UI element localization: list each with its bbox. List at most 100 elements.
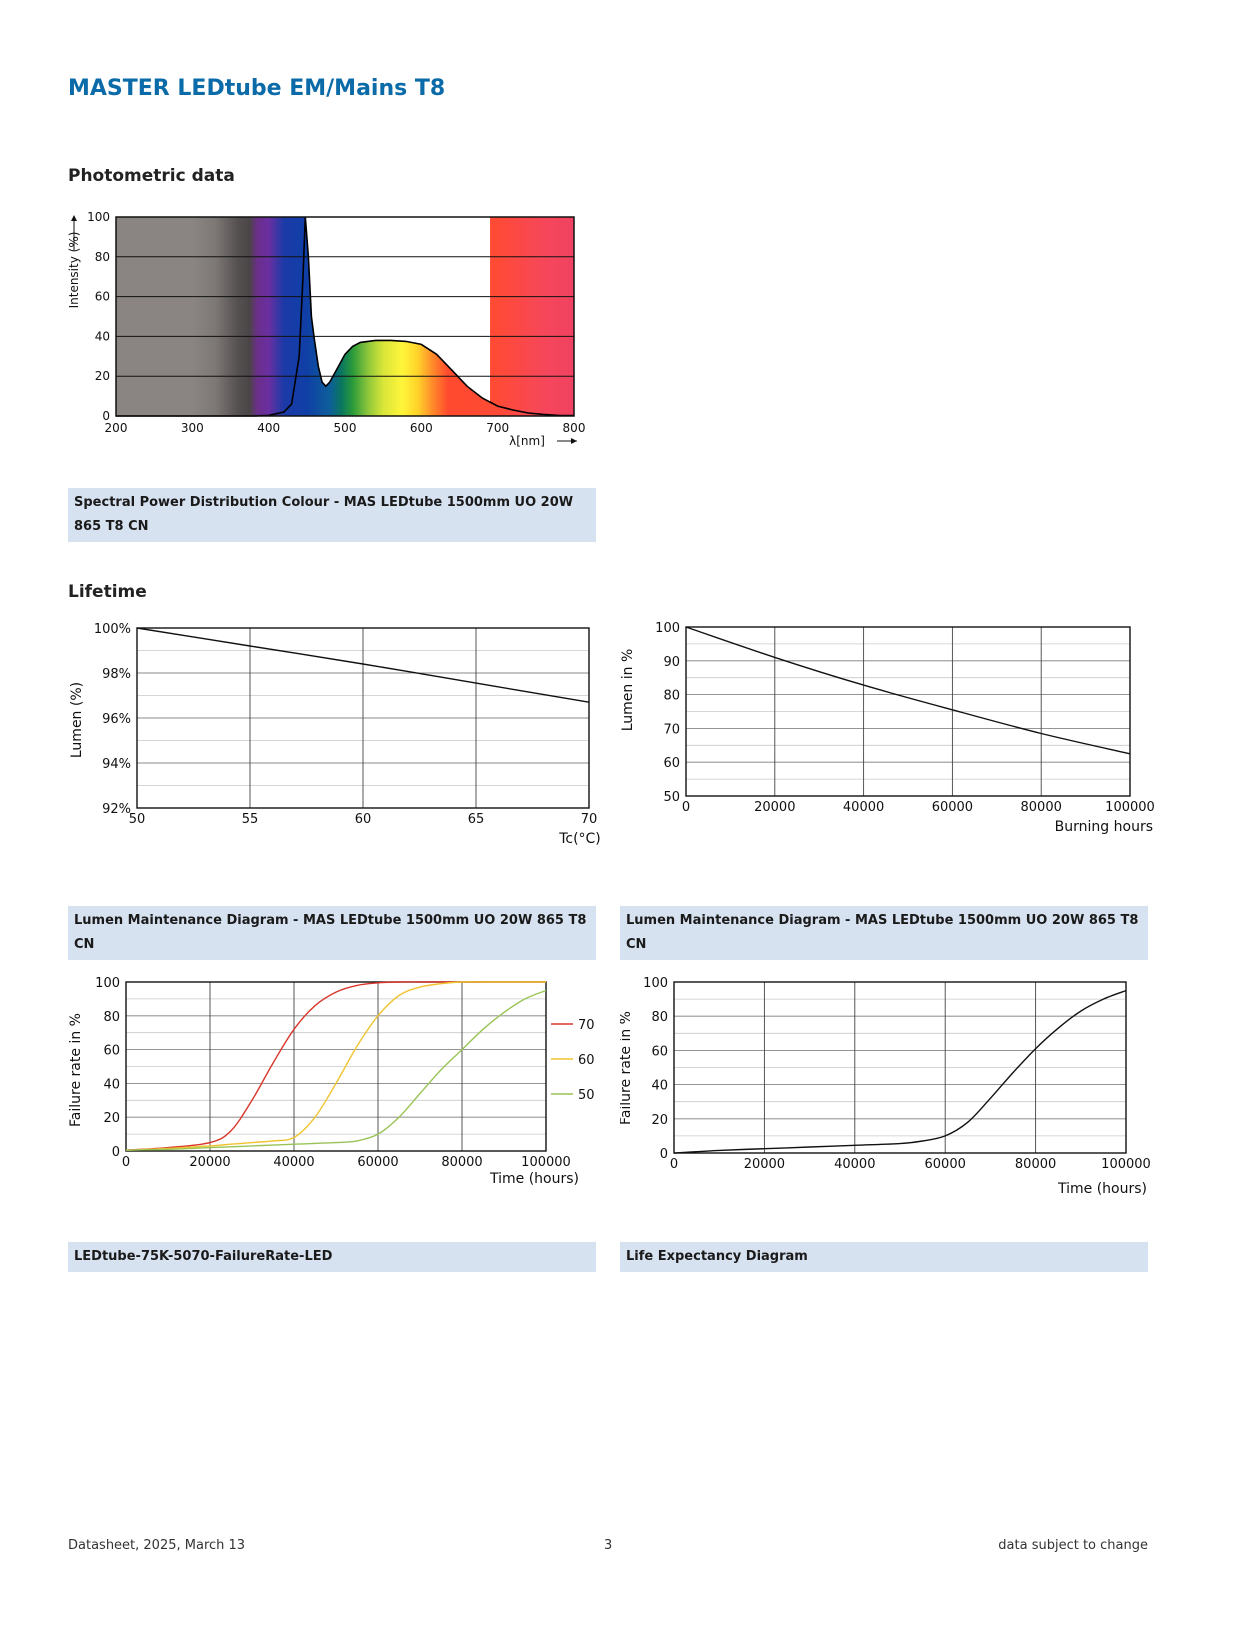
spd-y-tick-label: 0 — [102, 409, 110, 423]
life-expectancy-x-axis-label: Time (hours) — [1057, 1181, 1147, 1197]
document-title: MASTER LEDtube EM/Mains T8 — [68, 76, 446, 101]
failure_rate-x-tick-label: 60000 — [357, 1155, 398, 1170]
spd-y-tick-label: 80 — [95, 250, 110, 264]
caption-life-expectancy: Life Expectancy Diagram — [620, 1242, 1148, 1272]
lumen_hours-x-tick-label: 40000 — [843, 800, 884, 815]
spd-frame — [115, 216, 575, 417]
lumen-tc-x-axis-label: Tc(°C) — [558, 831, 601, 847]
life_expectancy-x-tick-label: 0 — [670, 1157, 678, 1172]
caption-lumen-maintenance-hours: Lumen Maintenance Diagram - MAS LEDtube … — [620, 906, 1148, 960]
failure_rate-y-tick-label: 0 — [112, 1145, 120, 1160]
life_expectancy-x-tick-label: 100000 — [1101, 1157, 1151, 1172]
spd-y-tick-label: 40 — [95, 329, 110, 343]
spd-x-tick-label: 400 — [257, 421, 280, 435]
spd-x-tick-label: 800 — [563, 421, 586, 435]
caption-failure-rate: LEDtube-75K-5070-FailureRate-LED — [68, 1242, 596, 1272]
life_expectancy-frame — [673, 981, 1127, 1154]
lumen_hours-y-tick-label: 60 — [663, 756, 680, 771]
lumen_hours-y-tick-label: 90 — [663, 655, 680, 670]
lumen_hours-y-tick-label: 50 — [663, 790, 680, 805]
failure_rate-y-tick-label: 100 — [95, 976, 120, 991]
failure_rate-x-tick-label: 0 — [122, 1155, 130, 1170]
lumen_hours-x-tick-label: 80000 — [1021, 800, 1062, 815]
lumen_hours-y-tick-label: 100 — [655, 621, 680, 636]
lumen_tc-y-tick-label: 94% — [102, 757, 131, 772]
footer-page-number: 3 — [604, 1538, 613, 1553]
spd-y-tick-label: 100 — [87, 210, 110, 224]
life-expectancy-curve — [673, 989, 1127, 1154]
lumen-maintenance-hours-chart: 50 60 70 80 90 100 0 20000 40000 60000 80000 100000… — [620, 621, 1155, 835]
caption-spectral-power-distribution: Spectral Power Distribution Colour - MAS… — [68, 488, 596, 542]
lumen_tc-y-tick-label: 98% — [102, 667, 131, 682]
life_expectancy-y-tick-label: 80 — [651, 1010, 668, 1025]
lumen_tc-x-tick-label: 55 — [242, 812, 259, 827]
lumen_hours-y-tick-label: 70 — [663, 722, 680, 737]
failure_rate-x-tick-label: 80000 — [441, 1155, 482, 1170]
lumen-tc-y-axis-label: Lumen (%) — [69, 682, 85, 758]
life_expectancy-x-tick-label: 40000 — [834, 1157, 875, 1172]
spd-x-axis-label: λ[nm] — [509, 434, 545, 448]
life_expectancy-y-tick-label: 60 — [651, 1044, 668, 1059]
failure_rate-y-tick-label: 20 — [103, 1111, 120, 1126]
failure_rate-x-tick-label: 100000 — [521, 1155, 571, 1170]
life_expectancy-y-tick-label: 100 — [643, 976, 668, 991]
life_expectancy-y-tick-label: 40 — [651, 1079, 668, 1094]
lumen-maintenance-tc-chart: 92% 94% 96% 98% 100% 50 55 60 65 70 Tc(°C) Lumen (%… — [69, 622, 601, 847]
failure-series-60-line — [125, 981, 546, 1151]
lumen_hours-x-tick-label: 20000 — [754, 800, 795, 815]
failure_rate-y-tick-label: 80 — [103, 1010, 120, 1025]
footer-date: Datasheet, 2025, March 13 — [68, 1538, 246, 1553]
failure-y-axis-label: Failure rate in % — [68, 1013, 84, 1127]
lumen_tc-x-tick-label: 50 — [129, 812, 146, 827]
life_expectancy-x-tick-label: 80000 — [1015, 1157, 1056, 1172]
lumen_hours-y-tick-label: 80 — [663, 689, 680, 704]
lumen_hours-x-tick-label: 100000 — [1105, 800, 1155, 815]
spd-y-arrow-head — [71, 215, 77, 221]
failure_rate-y-tick-label: 40 — [103, 1077, 120, 1092]
spd-curve — [116, 216, 575, 417]
life_expectancy-x-tick-label: 60000 — [925, 1157, 966, 1172]
lumen_tc-y-tick-label: 96% — [102, 712, 131, 727]
spd-x-tick-label: 300 — [181, 421, 204, 435]
lumen_hours-x-tick-label: 60000 — [932, 800, 973, 815]
spd-x-tick-label: 500 — [334, 421, 357, 435]
life_expectancy-x-tick-label: 20000 — [744, 1157, 785, 1172]
spectral-power-distribution-chart: 0 20 40 60 80 100 200 300 400 500 600 700 800 λ[nm] In… — [67, 210, 586, 448]
life-expectancy-chart: 0 20 40 60 80 100 0 20000 40000 60000 80000 100000 T… — [620, 976, 1151, 1197]
lumen_tc-y-tick-label: 92% — [102, 802, 131, 817]
lumen-hours-y-axis-label: Lumen in % — [620, 649, 636, 732]
failure-legend-label-70: 70 — [578, 1018, 595, 1033]
failure-series-50-line — [125, 989, 547, 1151]
lumen_tc-x-tick-label: 65 — [468, 812, 485, 827]
life-expectancy-y-axis-label: Failure rate in % — [620, 1011, 634, 1125]
spectrum-white-area — [305, 217, 491, 403]
spd-y-axis-label: Intensity (%) — [67, 232, 81, 309]
failure-x-axis-label: Time (hours) — [489, 1171, 579, 1187]
lumen-hours-x-axis-label: Burning hours — [1055, 819, 1153, 835]
failure-legend-label-50: 50 — [578, 1088, 595, 1103]
lumen_hours-x-tick-label: 0 — [682, 800, 690, 815]
lumen-tc-curve — [136, 627, 590, 703]
footer-disclaimer: data subject to change — [998, 1538, 1148, 1553]
life_expectancy-y-tick-label: 20 — [651, 1113, 668, 1128]
lumen_tc-x-tick-label: 70 — [581, 812, 598, 827]
caption-lumen-maintenance-tc: Lumen Maintenance Diagram - MAS LEDtube … — [68, 906, 596, 960]
spd-x-tick-label: 200 — [105, 421, 128, 435]
lumen_tc-frame — [136, 627, 590, 809]
section-title-photometric: Photometric data — [68, 166, 235, 186]
spd-x-arrow-head — [571, 438, 577, 444]
failure-rate-chart: 0 20 40 60 80 100 0 20000 40000 60000 80000 100000 7… — [68, 976, 595, 1187]
spd-y-tick-label: 20 — [95, 369, 110, 383]
lumen_tc-y-tick-label: 100% — [94, 622, 131, 637]
failure_rate-x-tick-label: 40000 — [273, 1155, 314, 1170]
lumen-hours-curve — [685, 626, 1131, 755]
failure-series-70-line — [125, 981, 546, 1151]
failure-legend-label-60: 60 — [578, 1053, 595, 1068]
section-title-lifetime: Lifetime — [68, 582, 147, 602]
lumen_tc-x-tick-label: 60 — [355, 812, 372, 827]
failure_rate-x-tick-label: 20000 — [189, 1155, 230, 1170]
spd-y-tick-label: 60 — [95, 290, 110, 304]
failure_rate-y-tick-label: 60 — [103, 1044, 120, 1059]
spd-x-tick-label: 600 — [410, 421, 433, 435]
spd-x-tick-label: 700 — [486, 421, 509, 435]
